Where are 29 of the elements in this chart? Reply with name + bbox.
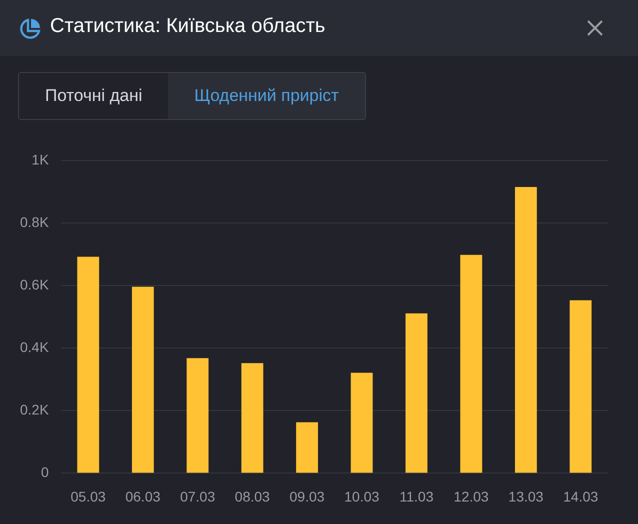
text: Щоденний приріст bbox=[168, 73, 365, 119]
x-tick-label: 06.03 bbox=[125, 488, 161, 504]
x-tick-label: 09.03 bbox=[290, 488, 325, 504]
bar bbox=[514, 186, 537, 473]
bar bbox=[132, 286, 154, 473]
y-tick-label: 0.4K bbox=[20, 338, 50, 355]
y-tick-label: 0.8K bbox=[20, 214, 50, 230]
x-tick-label: 05.03 bbox=[70, 488, 106, 504]
bar bbox=[460, 254, 482, 473]
bar bbox=[241, 363, 264, 473]
x-tick-label: 12.03 bbox=[454, 488, 489, 504]
x-tick-label: 13.03 bbox=[508, 488, 544, 504]
y-tick-label: 0.6K bbox=[20, 276, 50, 292]
bar bbox=[350, 372, 373, 473]
x-tick-label: 08.03 bbox=[234, 488, 270, 504]
bar bbox=[186, 358, 209, 473]
x-tick-label: 14.03 bbox=[563, 488, 598, 504]
bar bbox=[406, 313, 428, 473]
y-tick-label: 1K bbox=[32, 151, 50, 168]
y-tick-label: 0.2K bbox=[20, 402, 50, 418]
bar bbox=[296, 422, 318, 473]
bar bbox=[77, 256, 100, 473]
x-tick-label: 10.03 bbox=[344, 488, 380, 504]
chart-title: Статистика: Київська область bbox=[50, 15, 326, 38]
bar bbox=[570, 300, 592, 473]
text: Поточні дані bbox=[44, 85, 144, 107]
x-tick-label: 07.03 bbox=[180, 488, 216, 504]
y-tick-label: 0 bbox=[41, 464, 50, 480]
x-tick-label: 11.03 bbox=[399, 488, 434, 504]
